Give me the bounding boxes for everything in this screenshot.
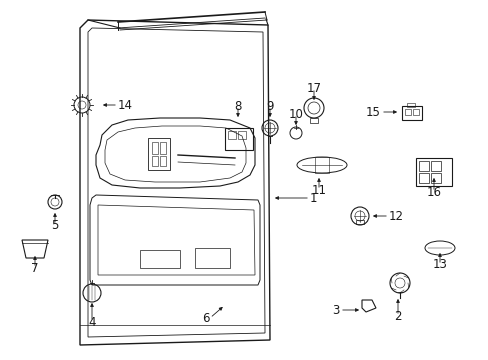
Text: 10: 10 <box>288 108 303 121</box>
Text: 4: 4 <box>88 315 96 328</box>
Bar <box>224 128 252 150</box>
Text: 6: 6 <box>202 311 209 324</box>
Bar <box>148 138 170 170</box>
Text: 17: 17 <box>306 81 321 95</box>
Text: 8: 8 <box>234 99 241 113</box>
Bar <box>160 142 165 154</box>
Bar <box>355 220 363 224</box>
Bar <box>152 142 158 154</box>
Text: 9: 9 <box>265 99 273 113</box>
Text: 13: 13 <box>432 258 447 271</box>
Bar <box>415 158 451 186</box>
Text: 15: 15 <box>366 105 380 118</box>
Bar <box>309 118 317 123</box>
Bar <box>238 131 245 139</box>
Text: 2: 2 <box>393 310 401 323</box>
Bar <box>430 161 440 171</box>
Bar <box>314 157 328 173</box>
Bar <box>195 248 229 268</box>
Bar <box>430 173 440 183</box>
Bar <box>404 109 410 115</box>
Bar <box>418 173 428 183</box>
Text: 14: 14 <box>118 99 133 112</box>
Bar <box>418 161 428 171</box>
Text: 12: 12 <box>388 210 403 222</box>
Bar <box>406 103 414 107</box>
Text: 16: 16 <box>426 185 441 198</box>
Bar <box>160 156 165 166</box>
Text: 11: 11 <box>311 184 326 197</box>
Bar <box>152 156 158 166</box>
Text: 5: 5 <box>51 219 59 231</box>
Bar <box>401 106 421 120</box>
Bar <box>412 109 418 115</box>
Bar <box>227 131 236 139</box>
Text: 7: 7 <box>31 261 39 274</box>
Bar <box>140 250 180 268</box>
Text: 1: 1 <box>309 192 317 204</box>
Text: 3: 3 <box>332 303 339 316</box>
